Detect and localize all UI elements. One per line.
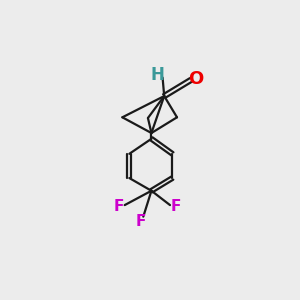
Text: F: F xyxy=(171,200,181,214)
Text: F: F xyxy=(136,214,146,229)
Text: O: O xyxy=(188,70,204,88)
Text: F: F xyxy=(114,200,124,214)
Text: H: H xyxy=(151,66,164,84)
